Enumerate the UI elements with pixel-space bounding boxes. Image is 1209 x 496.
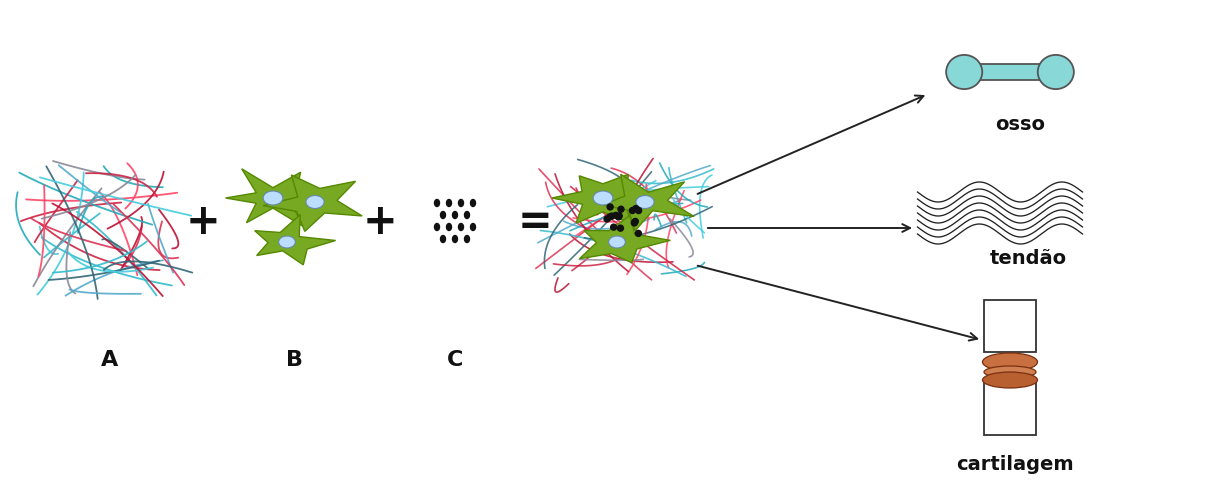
Text: A: A — [102, 350, 118, 370]
Circle shape — [632, 205, 638, 211]
Ellipse shape — [470, 224, 475, 231]
Text: cartilagem: cartilagem — [956, 455, 1074, 475]
Polygon shape — [579, 216, 670, 263]
Ellipse shape — [464, 236, 469, 243]
Polygon shape — [226, 169, 336, 227]
Ellipse shape — [264, 191, 283, 205]
Ellipse shape — [452, 236, 457, 243]
Bar — [984, 300, 1036, 352]
Circle shape — [607, 204, 613, 210]
Text: tendão: tendão — [989, 248, 1066, 267]
Circle shape — [608, 213, 614, 219]
Text: C: C — [447, 350, 463, 370]
Bar — [965, 63, 1055, 80]
Text: osso: osso — [995, 115, 1045, 133]
Ellipse shape — [594, 191, 613, 205]
Circle shape — [618, 225, 624, 231]
Circle shape — [636, 230, 641, 237]
Ellipse shape — [464, 211, 469, 219]
Ellipse shape — [446, 199, 451, 206]
Text: B: B — [287, 350, 303, 370]
Circle shape — [611, 224, 617, 230]
Ellipse shape — [458, 224, 463, 231]
Circle shape — [607, 214, 613, 220]
Ellipse shape — [306, 195, 324, 208]
Circle shape — [631, 220, 637, 226]
Bar — [984, 380, 1036, 435]
Circle shape — [613, 212, 619, 218]
Polygon shape — [255, 215, 336, 265]
Circle shape — [632, 218, 638, 224]
Ellipse shape — [608, 236, 625, 248]
Ellipse shape — [434, 224, 440, 231]
Circle shape — [617, 213, 623, 219]
Polygon shape — [264, 175, 363, 232]
Ellipse shape — [440, 236, 445, 243]
Text: +: + — [186, 201, 220, 243]
Ellipse shape — [458, 199, 463, 206]
Polygon shape — [603, 174, 694, 231]
Polygon shape — [553, 175, 666, 223]
Ellipse shape — [1037, 55, 1074, 89]
Circle shape — [618, 206, 624, 212]
Ellipse shape — [452, 211, 457, 219]
Text: =: = — [517, 201, 553, 243]
Text: +: + — [363, 201, 398, 243]
Ellipse shape — [446, 224, 451, 231]
Ellipse shape — [947, 55, 982, 89]
Circle shape — [630, 207, 636, 213]
Circle shape — [604, 216, 611, 222]
Circle shape — [636, 207, 642, 214]
Ellipse shape — [983, 372, 1037, 388]
Ellipse shape — [440, 211, 445, 219]
Ellipse shape — [434, 199, 440, 206]
Circle shape — [615, 214, 621, 220]
Ellipse shape — [984, 366, 1036, 378]
Ellipse shape — [278, 236, 295, 248]
Ellipse shape — [470, 199, 475, 206]
Ellipse shape — [636, 195, 654, 208]
Ellipse shape — [983, 353, 1037, 371]
